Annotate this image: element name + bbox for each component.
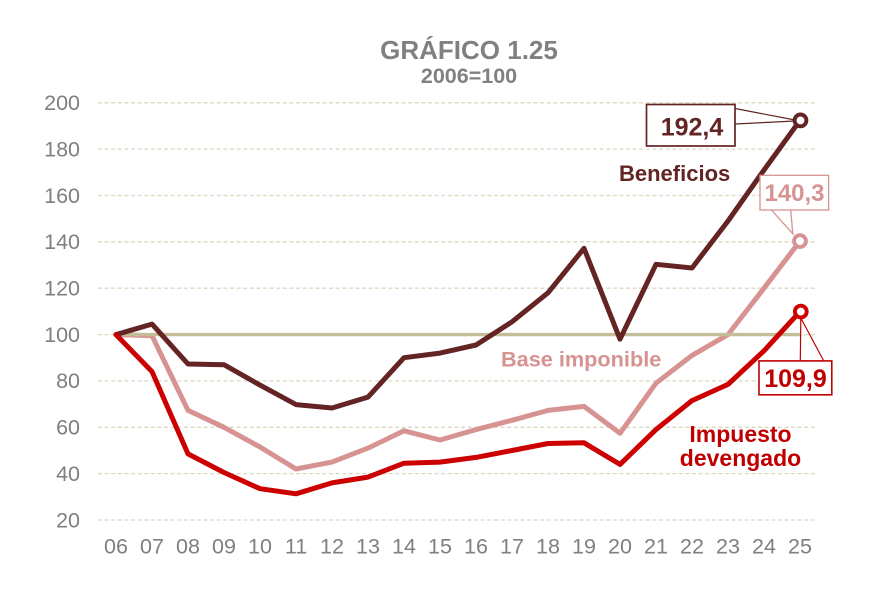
- svg-text:19: 19: [572, 535, 596, 559]
- svg-text:13: 13: [356, 535, 380, 559]
- svg-text:120: 120: [44, 277, 80, 301]
- svg-text:60: 60: [56, 416, 80, 440]
- svg-text:20: 20: [56, 508, 80, 532]
- svg-text:24: 24: [752, 535, 776, 559]
- svg-text:15: 15: [428, 535, 452, 559]
- svg-text:08: 08: [176, 535, 200, 559]
- svg-text:14: 14: [392, 535, 416, 559]
- svg-text:09: 09: [212, 535, 236, 559]
- svg-text:100: 100: [44, 323, 80, 347]
- svg-text:200: 200: [44, 91, 80, 115]
- svg-text:22: 22: [680, 535, 704, 559]
- svg-text:109,9: 109,9: [764, 365, 827, 393]
- svg-text:06: 06: [104, 535, 128, 559]
- svg-text:192,4: 192,4: [661, 114, 724, 142]
- svg-text:20: 20: [608, 535, 632, 559]
- svg-text:180: 180: [44, 137, 80, 161]
- svg-text:GRÁFICO 1.25: GRÁFICO 1.25: [380, 35, 558, 65]
- svg-text:2006=100: 2006=100: [421, 64, 517, 88]
- svg-text:Beneficios: Beneficios: [619, 161, 730, 186]
- svg-text:140,3: 140,3: [764, 180, 824, 207]
- svg-text:80: 80: [56, 369, 80, 393]
- svg-text:21: 21: [644, 535, 668, 559]
- svg-text:Base imponible: Base imponible: [501, 347, 661, 372]
- svg-text:12: 12: [320, 535, 344, 559]
- svg-text:10: 10: [248, 535, 272, 559]
- svg-text:07: 07: [140, 535, 164, 559]
- svg-text:23: 23: [716, 535, 740, 559]
- svg-text:16: 16: [464, 535, 488, 559]
- svg-text:devengado: devengado: [680, 445, 801, 471]
- svg-text:160: 160: [44, 184, 80, 208]
- svg-text:Impuesto: Impuesto: [689, 421, 791, 447]
- svg-text:140: 140: [44, 230, 80, 254]
- svg-text:11: 11: [285, 535, 307, 559]
- svg-text:25: 25: [788, 535, 812, 559]
- svg-text:17: 17: [500, 535, 524, 559]
- svg-text:18: 18: [536, 535, 560, 559]
- svg-text:40: 40: [56, 462, 80, 486]
